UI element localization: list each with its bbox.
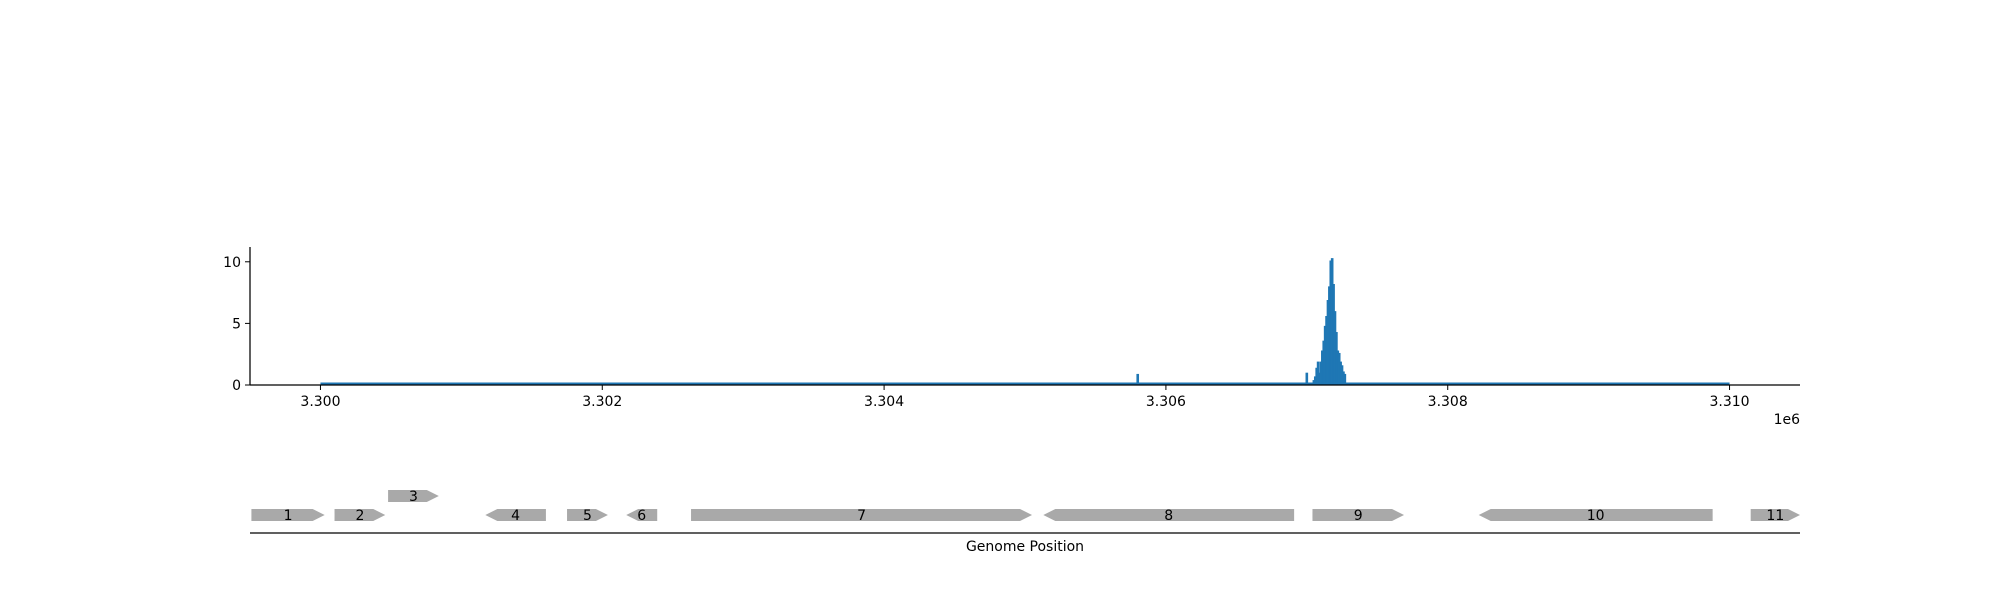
coverage-marks [320, 258, 1730, 385]
y-tick-label: 5 [232, 316, 241, 332]
x-tick-label: 3.302 [582, 394, 622, 410]
y-tick-label: 0 [232, 378, 241, 394]
gene-label: 2 [355, 508, 364, 524]
coverage-plot: 3.300 3.302 3.304 3.306 3.308 3.310 0 5 10 1e6 [223, 247, 1800, 428]
gene-arrow-shape [1750, 509, 1800, 521]
gene-marks: 1 2 3 4 5 6 7 8 9 10 11 [251, 489, 1800, 524]
gene-arrow-shape [626, 509, 658, 521]
gene-label: 7 [857, 508, 866, 524]
gene-label: 1 [284, 508, 293, 524]
gene-label: 3 [409, 489, 418, 505]
gene-arrow-shape [334, 509, 386, 521]
gene-arrow: 3 [388, 489, 439, 505]
gene-arrow: 7 [691, 508, 1033, 524]
gene-arrow: 8 [1043, 508, 1295, 524]
gene-label: 8 [1164, 508, 1173, 524]
gene-arrow-shape [251, 509, 325, 521]
x-tick-label: 3.310 [1709, 394, 1749, 410]
x-tick-label: 3.304 [864, 394, 904, 410]
gene-label: 11 [1766, 508, 1784, 524]
gene-map: 1 2 3 4 5 6 7 8 9 10 11 Genome Position [250, 489, 1800, 555]
gene-arrow: 5 [567, 508, 608, 524]
gene-label: 10 [1587, 508, 1605, 524]
gene-arrow-shape [1478, 509, 1713, 521]
gene-arrow: 2 [334, 508, 386, 524]
gene-arrow: 1 [251, 508, 325, 524]
gene-arrow-shape [691, 509, 1033, 521]
x-tick-label: 3.308 [1428, 394, 1468, 410]
gene-arrow: 9 [1312, 508, 1405, 524]
gene-arrow-shape [485, 509, 546, 521]
x-tick-label: 3.300 [300, 394, 340, 410]
coverage-ticks: 3.300 3.302 3.304 3.306 3.308 3.310 0 5 10 [223, 255, 1749, 410]
y-tick-label: 10 [223, 255, 241, 271]
gene-arrow-shape [1312, 509, 1405, 521]
gene-arrow: 11 [1750, 508, 1800, 524]
gene-arrow-shape [1043, 509, 1295, 521]
gene-arrow: 4 [485, 508, 546, 524]
x-tick-label: 3.306 [1146, 394, 1186, 410]
gene-label: 9 [1354, 508, 1363, 524]
gene-arrow-shape [567, 509, 608, 521]
gene-label: 4 [511, 508, 520, 524]
gene-arrow: 10 [1478, 508, 1713, 524]
x-axis-offset-label: 1e6 [1774, 412, 1801, 428]
gene-arrow-shape [388, 490, 439, 502]
gene-arrow: 6 [626, 508, 658, 524]
gene-label: 5 [583, 508, 592, 524]
gene-label: 6 [637, 508, 646, 524]
gene-map-x-axis-label: Genome Position [966, 539, 1084, 555]
